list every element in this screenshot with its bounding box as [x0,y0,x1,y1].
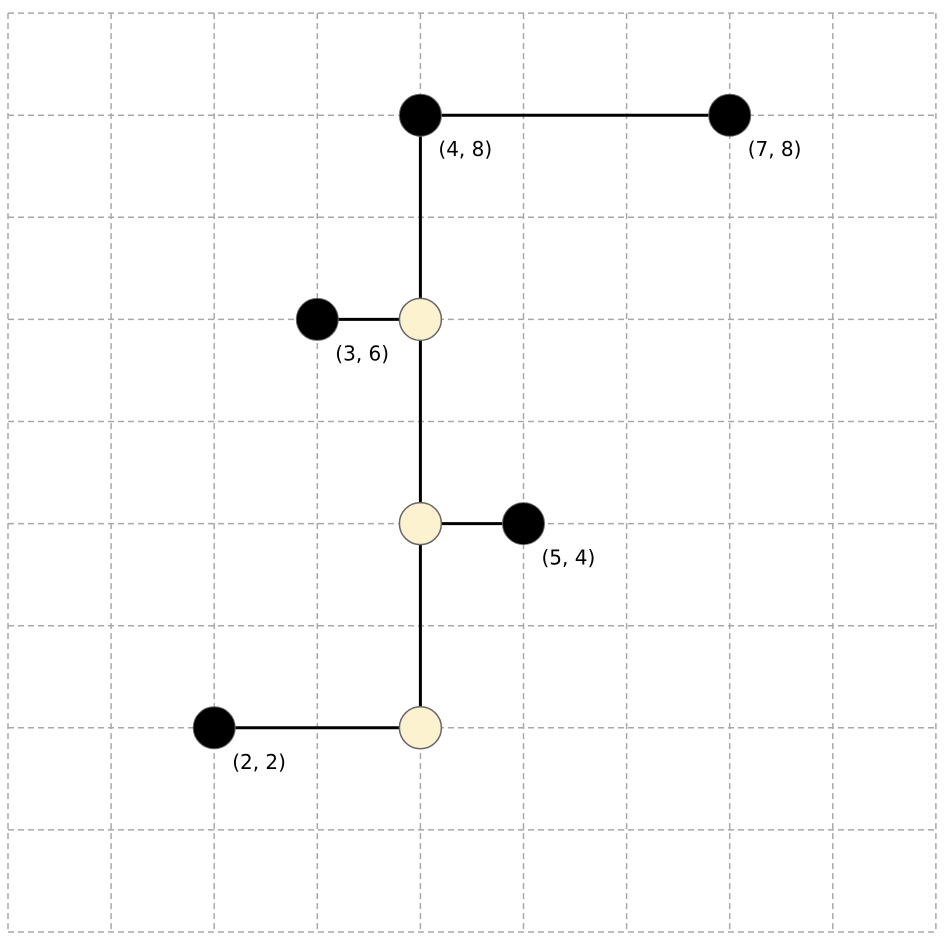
terminal-point [398,93,442,137]
steiner-point [398,297,443,342]
terminal-point [295,297,339,341]
terminal-point [502,502,545,546]
terminal-label: (7, 8) [748,137,802,161]
terminal-label: (5, 4) [542,546,596,570]
steiner-point [398,501,443,546]
terminal-label: (3, 6) [335,341,389,365]
labels: (4, 8) (7, 8) (3, 6) (5, 4) (2, 2) [232,137,801,774]
terminal-point [708,93,752,137]
nodes [192,93,752,750]
terminal-label: (2, 2) [232,750,286,774]
steiner-point [398,706,443,750]
terminal-label: (4, 8) [438,137,492,161]
terminal-point [192,706,236,750]
